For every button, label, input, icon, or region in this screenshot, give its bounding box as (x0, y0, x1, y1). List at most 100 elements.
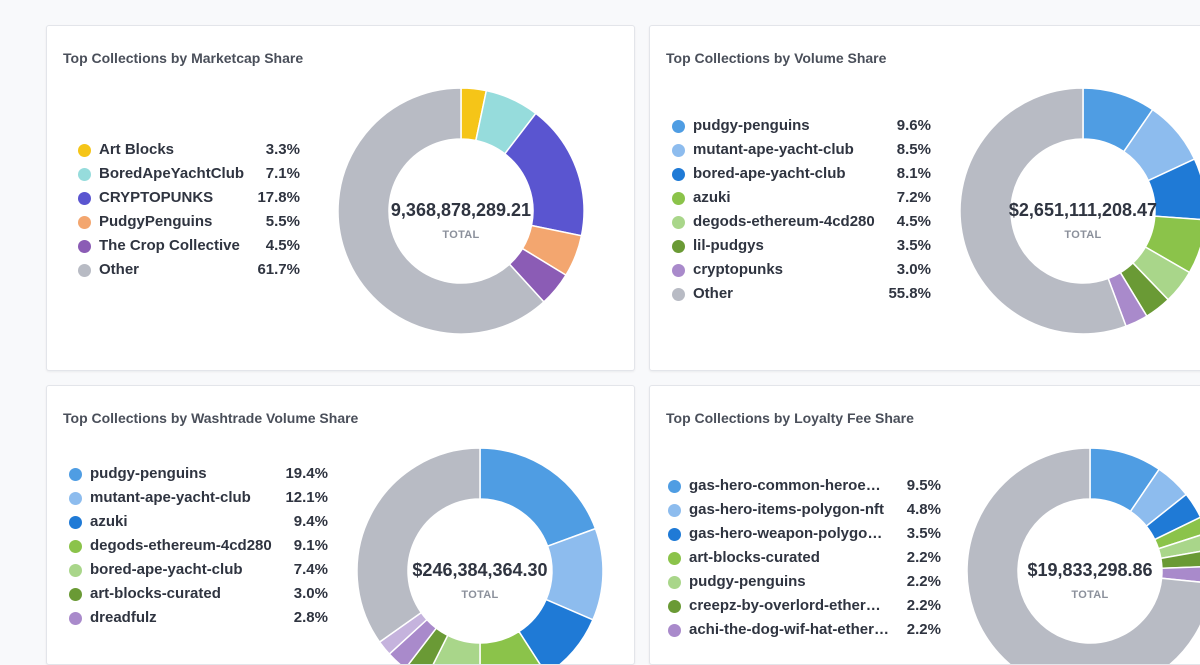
legend-percent: 3.5% (906, 525, 941, 542)
legend-item[interactable]: pudgy-penguins 19.4% (69, 462, 328, 486)
legend-swatch (78, 240, 91, 253)
legend-swatch (668, 528, 681, 541)
legend-swatch (69, 612, 82, 625)
legend-swatch (668, 552, 681, 565)
legend-swatch (78, 168, 91, 181)
legend-percent: 4.5% (896, 213, 931, 230)
legend-item[interactable]: degods-ethereum-4cd280 9.1% (69, 534, 328, 558)
chart-legend: Art Blocks 3.3% BoredApeYachtClub 7.1% CRYPT… (78, 138, 300, 282)
marketcap-share-card: Top Collections by Marketcap Share Art B… (46, 25, 635, 371)
legend-item[interactable]: The Crop Collective 4.5% (78, 234, 300, 258)
chart-legend: pudgy-penguins 19.4% mutant-ape-yacht-club… (69, 462, 328, 630)
legend-item[interactable]: lil-pudgys 3.5% (672, 234, 931, 258)
legend-item[interactable]: art-blocks-curated 2.2% (668, 546, 941, 570)
legend-swatch (672, 240, 685, 253)
legend-item[interactable]: Other 61.7% (78, 258, 300, 282)
legend-swatch (672, 168, 685, 181)
legend-item[interactable]: mutant-ape-yacht-club 8.5% (672, 138, 931, 162)
chart-legend: pudgy-penguins 9.6% mutant-ape-yacht-club 8… (672, 114, 931, 306)
legend-swatch (78, 216, 91, 229)
total-label: TOTAL (1064, 229, 1102, 241)
legend-swatch (69, 564, 82, 577)
legend-swatch (672, 264, 685, 277)
total-value: $2,651,111,208.47 (1008, 200, 1158, 220)
legend-percent: 7.1% (265, 165, 300, 182)
total-value: 9,368,878,289.21 (390, 200, 532, 220)
legend-item[interactable]: BoredApeYachtClub 7.1% (78, 162, 300, 186)
legend-item[interactable]: bored-ape-yacht-club 7.4% (69, 558, 328, 582)
legend-swatch (69, 516, 82, 529)
legend-item[interactable]: degods-ethereum-4cd280 4.5% (672, 210, 931, 234)
legend-item[interactable]: gas-hero-common-heroes-polygon9.5% (668, 474, 941, 498)
total-label: TOTAL (1071, 589, 1109, 601)
legend-item[interactable]: PudgyPenguins 5.5% (78, 210, 300, 234)
legend-item[interactable]: gas-hero-items-polygon-nft 4.8% (668, 498, 941, 522)
legend-item[interactable]: gas-hero-weapon-polygon-nft 3.5% (668, 522, 941, 546)
legend-percent: 4.8% (906, 501, 941, 518)
legend-percent: 17.8% (257, 189, 300, 206)
legend-swatch (668, 576, 681, 589)
legend-percent: 7.4% (293, 561, 328, 578)
legend-item[interactable]: mutant-ape-yacht-club 12.1% (69, 486, 328, 510)
legend-swatch (672, 216, 685, 229)
slice-other[interactable] (337, 87, 545, 335)
legend-swatch (69, 468, 82, 481)
card-title: Top Collections by Marketcap Share (63, 50, 304, 66)
total-label: TOTAL (461, 589, 499, 601)
donut-chart (959, 87, 1200, 335)
legend-percent: 8.5% (896, 141, 931, 158)
legend-percent: 3.0% (896, 261, 931, 278)
loyalty-fee-share-card: Top Collections by Loyalty Fee Share gas… (649, 385, 1200, 665)
donut-chart (356, 447, 604, 664)
card-title: Top Collections by Volume Share (666, 50, 887, 66)
slice-unlabeled[interactable] (356, 447, 481, 644)
legend-item[interactable]: creepz-by-overlord-ethereum 2.2% (668, 594, 941, 618)
total-value: $246,384,364.30 (412, 560, 548, 580)
legend-item[interactable]: cryptopunks 3.0% (672, 258, 931, 282)
legend-percent: 9.6% (896, 117, 931, 134)
legend-item[interactable]: bored-ape-yacht-club 8.1% (672, 162, 931, 186)
legend-item[interactable]: pudgy-penguins 9.6% (672, 114, 931, 138)
legend-percent: 2.2% (906, 573, 941, 590)
legend-percent: 4.5% (265, 237, 300, 254)
legend-percent: 9.1% (293, 537, 328, 554)
volume-share-card: Top Collections by Volume Share pudgy-pe… (649, 25, 1200, 371)
donut-chart (337, 87, 585, 335)
card-title: Top Collections by Loyalty Fee Share (666, 410, 914, 426)
legend-swatch (78, 192, 91, 205)
legend-swatch (78, 264, 91, 277)
total-value: $19,833,298.86 (1027, 560, 1153, 580)
legend-percent: 9.4% (293, 513, 328, 530)
legend-percent: 2.8% (293, 609, 328, 626)
legend-swatch (78, 144, 91, 157)
slice-pudgy-penguins[interactable] (479, 447, 597, 548)
legend-item[interactable]: dreadfulz 2.8% (69, 606, 328, 630)
legend-percent: 2.2% (906, 597, 941, 614)
legend-percent: 3.0% (293, 585, 328, 602)
donut-chart (966, 447, 1200, 664)
legend-item[interactable]: art-blocks-curated 3.0% (69, 582, 328, 606)
legend-percent: 7.2% (896, 189, 931, 206)
legend-percent: 5.5% (265, 213, 300, 230)
legend-percent: 19.4% (285, 465, 328, 482)
legend-item[interactable]: pudgy-penguins 2.2% (668, 570, 941, 594)
legend-swatch (672, 288, 685, 301)
legend-item[interactable]: Art Blocks 3.3% (78, 138, 300, 162)
legend-swatch (668, 504, 681, 517)
washtrade-volume-share-card: Top Collections by Washtrade Volume Shar… (46, 385, 635, 665)
legend-percent: 2.2% (906, 549, 941, 566)
legend-swatch (672, 144, 685, 157)
legend-item[interactable]: azuki 9.4% (69, 510, 328, 534)
legend-percent: 3.3% (265, 141, 300, 158)
legend-item[interactable]: CRYPTOPUNKS 17.8% (78, 186, 300, 210)
legend-swatch (668, 600, 681, 613)
legend-swatch (69, 492, 82, 505)
legend-percent: 55.8% (888, 285, 931, 302)
legend-swatch (69, 588, 82, 601)
legend-item[interactable]: azuki 7.2% (672, 186, 931, 210)
legend-swatch (69, 540, 82, 553)
legend-swatch (668, 480, 681, 493)
slice-other[interactable] (959, 87, 1127, 335)
legend-percent: 8.1% (896, 165, 931, 182)
legend-item[interactable]: Other 55.8% (672, 282, 931, 306)
